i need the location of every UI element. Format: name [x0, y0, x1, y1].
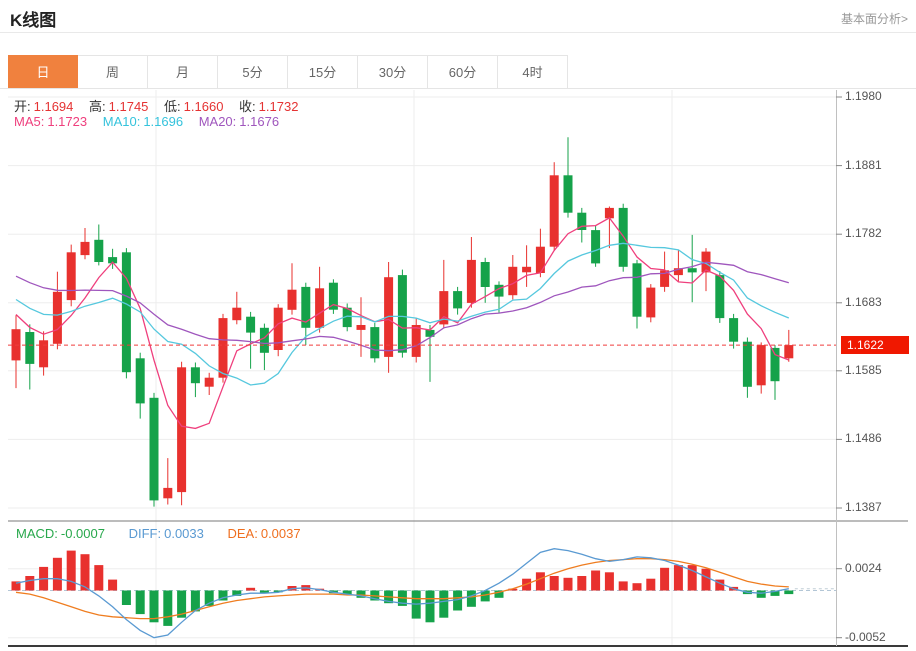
tab-30min[interactable]: 30分 [358, 55, 428, 89]
page-title: K线图 [10, 11, 57, 30]
ma20-value: 1.1676 [239, 114, 280, 129]
tab-day[interactable]: 日 [8, 55, 78, 89]
diff-label: DIFF: [128, 526, 162, 541]
fundamental-analysis-link[interactable]: 基本面分析> [840, 12, 908, 26]
high-label: 高: [89, 99, 106, 114]
tab-4hour[interactable]: 4时 [498, 55, 568, 89]
tab-60min[interactable]: 60分 [428, 55, 498, 89]
low-value: 1.1660 [183, 99, 224, 114]
high-value: 1.1745 [108, 99, 149, 114]
open-label: 开: [14, 99, 31, 114]
dea-value: 0.0037 [260, 526, 301, 541]
ma10-label: MA10: [102, 114, 141, 129]
interval-tab-bar: 日 周 月 5分 15分 30分 60分 4时 [8, 55, 568, 89]
macd-value: -0.0007 [60, 526, 105, 541]
macd-info-row: MACD: -0.0007 DIFF: 0.0033 DEA: 0.0037 [16, 526, 313, 541]
low-label: 低: [164, 99, 181, 114]
header-divider [0, 32, 916, 33]
tab-week[interactable]: 周 [78, 55, 148, 89]
close-value: 1.1732 [258, 99, 299, 114]
ma20-label: MA20: [198, 114, 237, 129]
macd-label: MACD: [16, 526, 58, 541]
dea-label: DEA: [227, 526, 258, 541]
ma5-value: 1.1723 [47, 114, 88, 129]
close-label: 收: [239, 99, 256, 114]
diff-value: 0.0033 [164, 526, 204, 541]
tab-15min[interactable]: 15分 [288, 55, 358, 89]
tabs-divider [0, 88, 916, 89]
ma5-label: MA5: [14, 114, 45, 129]
ma-info-row: MA5: 1.1723 MA10: 1.1696 MA20: 1.1676 [14, 114, 291, 129]
tab-month[interactable]: 月 [148, 55, 218, 89]
tab-5min[interactable]: 5分 [218, 55, 288, 89]
ma10-value: 1.1696 [143, 114, 184, 129]
open-value: 1.1694 [33, 99, 74, 114]
ohlc-info-row: 开: 1.1694 高: 1.1745 低: 1.1660 收: 1.1732 [14, 96, 310, 115]
